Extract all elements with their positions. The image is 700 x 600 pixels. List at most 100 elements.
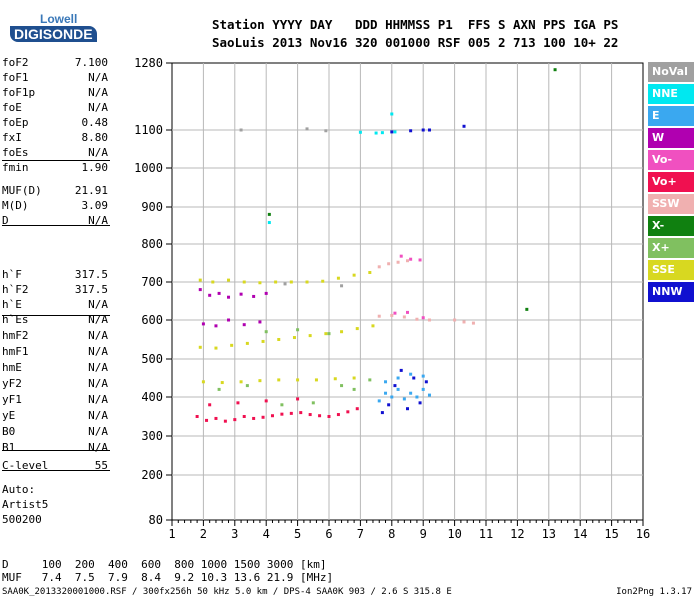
muf-label: MUF	[2, 571, 22, 584]
echo-point	[374, 131, 378, 135]
param-row-foes: foEs N/A	[2, 146, 110, 161]
param-row-foep: foEp 0.48	[2, 116, 110, 131]
param-row-muf-d-: MUF(D) 21.91	[2, 184, 110, 199]
echo-point	[355, 407, 359, 411]
param-row-fof2: foF2 7.100	[2, 56, 110, 71]
echo-point	[292, 336, 296, 340]
echo-point	[324, 129, 328, 133]
echo-point	[280, 403, 284, 407]
echo-point	[380, 411, 384, 415]
param-row-c-level: C-level 55	[2, 459, 110, 474]
echo-point	[424, 380, 428, 384]
echo-point	[409, 257, 413, 261]
param-row-hmf1: hmF1 N/A	[2, 345, 110, 360]
echo-point	[198, 345, 202, 349]
echo-point	[242, 323, 246, 327]
echo-point	[340, 284, 344, 288]
echo-point	[201, 322, 205, 326]
param-name: foF2	[2, 56, 29, 69]
echo-point	[340, 384, 344, 388]
x-tick-label: 4	[263, 527, 270, 541]
legend-item-w: W	[648, 128, 694, 148]
param-name: foEp	[2, 116, 29, 129]
param-row-fof1p: foF1p N/A	[2, 86, 110, 101]
header-line-1: Station YYYY DAY DDD HHMMSS P1 FFS S AXN…	[212, 17, 619, 32]
echo-point	[327, 415, 331, 418]
echo-point	[390, 395, 394, 399]
echo-point	[296, 328, 300, 332]
param-name: yF2	[2, 377, 22, 390]
param-value: N/A	[88, 313, 108, 326]
echo-point	[214, 416, 218, 420]
y-tick-label: 1280	[134, 56, 163, 70]
param-row-hmf2: hmF2 N/A	[2, 329, 110, 344]
x-tick-label: 3	[231, 527, 238, 541]
legend-item-x-: X+	[648, 238, 694, 258]
x-tick-label: 8	[388, 527, 395, 541]
echo-point	[214, 324, 218, 328]
echo-point	[308, 334, 312, 338]
footer-file-info: SAA0K_2013320001000.RSF / 300fx256h 50 k…	[2, 587, 452, 597]
echo-point	[264, 399, 268, 403]
param-name: h`F2	[2, 283, 29, 296]
param-value: 7.100	[74, 56, 108, 69]
echo-point	[387, 262, 391, 266]
echo-point	[333, 377, 337, 381]
param-name: foF1	[2, 71, 29, 84]
echo-point	[406, 310, 409, 314]
echo-point	[462, 124, 466, 128]
echo-point	[471, 321, 475, 325]
echo-point	[236, 401, 240, 405]
echo-point	[289, 411, 293, 415]
echo-point	[352, 273, 356, 277]
param-name: MUF(D)	[2, 184, 42, 197]
echo-point	[462, 320, 466, 324]
param-value: N/A	[88, 86, 108, 99]
echo-point	[352, 387, 356, 391]
echo-point	[421, 374, 425, 378]
echo-point	[390, 130, 394, 134]
legend-item-ssw: SSW	[648, 194, 694, 214]
param-value: N/A	[88, 377, 108, 390]
param-divider	[2, 225, 110, 226]
x-tick-label: 10	[447, 527, 461, 541]
echo-point	[368, 271, 372, 274]
param-value: 317.5	[74, 283, 108, 296]
x-tick-label: 6	[325, 527, 332, 541]
legend-item-noval: NoVal	[648, 62, 694, 82]
x-tick-label: 2	[200, 527, 207, 541]
echo-point	[427, 393, 431, 397]
echo-point	[384, 391, 388, 395]
param-name: h`F	[2, 268, 22, 281]
param-row-ye: yE N/A	[2, 409, 110, 424]
footer-version: Ion2Png 1.3.17	[616, 587, 692, 597]
param-row-d: D N/A	[2, 214, 110, 229]
param-name: hmF2	[2, 329, 29, 342]
y-tick-label: 400	[141, 390, 163, 404]
param-row-h-es: h`Es N/A	[2, 313, 110, 328]
echo-point	[305, 127, 309, 131]
param-value: 55	[94, 459, 108, 472]
echo-point	[336, 276, 340, 280]
echo-point	[390, 112, 394, 116]
echo-point	[346, 410, 350, 414]
param-value: N/A	[88, 101, 108, 114]
echo-point	[553, 68, 557, 72]
muf-values: 7.4 7.5 7.9 8.4 9.2 10.3 13.6 21.9 [MHz]	[41, 571, 334, 584]
echo-point	[242, 280, 246, 284]
param-name: M(D)	[2, 199, 29, 212]
y-tick-label: 200	[141, 468, 163, 482]
x-tick-label: 11	[479, 527, 493, 541]
x-tick-label: 14	[573, 527, 587, 541]
echo-point	[380, 131, 384, 135]
echo-point	[406, 259, 409, 263]
auto-scaling-info: Auto: Artist5 500200	[2, 482, 48, 527]
echo-point	[340, 330, 344, 334]
echo-point	[409, 129, 413, 133]
x-tick-label: 5	[294, 527, 301, 541]
param-name: foF1p	[2, 86, 36, 99]
distance-muf-table: D 100 200 400 600 800 1000 1500 3000 [km…	[2, 558, 333, 584]
echo-point	[258, 379, 262, 383]
param-name: C-level	[2, 459, 49, 472]
param-value: 1.90	[81, 161, 109, 174]
